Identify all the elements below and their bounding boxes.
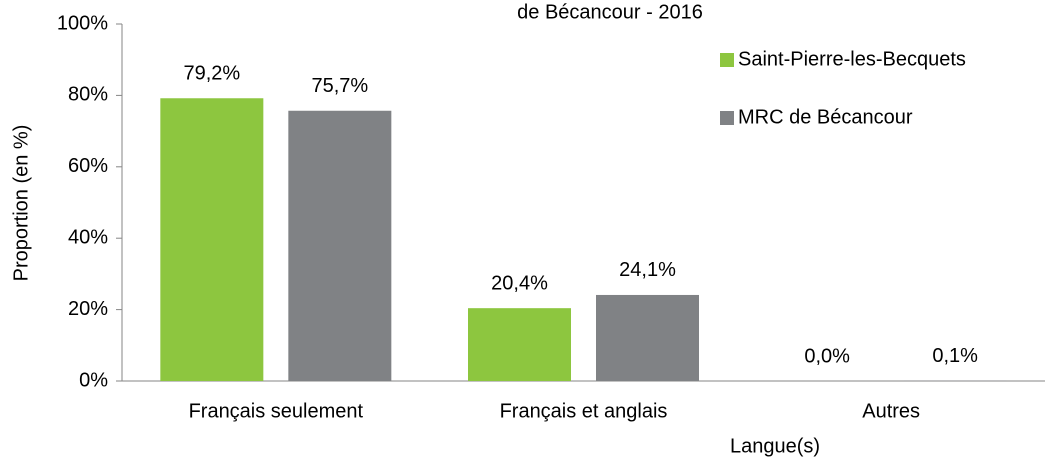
y-tick-label: 80% bbox=[68, 84, 108, 106]
x-axis-title: Langue(s) bbox=[730, 435, 820, 457]
y-tick-label: 100% bbox=[57, 12, 108, 34]
value-label: 20,4% bbox=[491, 272, 548, 294]
value-label: 79,2% bbox=[183, 63, 240, 85]
chart-title: de Bécancour - 2016 bbox=[517, 1, 703, 23]
value-label: 0,0% bbox=[804, 345, 850, 367]
y-tick-label: 40% bbox=[68, 226, 108, 248]
legend-label: Saint-Pierre-les-Becquets bbox=[738, 48, 966, 70]
value-label: 0,1% bbox=[932, 345, 978, 367]
value-label: 75,7% bbox=[311, 75, 368, 97]
x-tick-label: Français et anglais bbox=[500, 400, 668, 422]
legend-swatch bbox=[720, 53, 734, 67]
bar bbox=[596, 295, 699, 381]
legend-swatch bbox=[720, 111, 734, 125]
y-tick-label: 20% bbox=[68, 298, 108, 320]
y-tick-label: 60% bbox=[68, 155, 108, 177]
y-tick-label: 0% bbox=[79, 369, 108, 391]
legend-label: MRC de Bécancour bbox=[738, 106, 913, 128]
x-tick-label: Français seulement bbox=[189, 400, 364, 422]
bar bbox=[160, 98, 263, 381]
y-axis-title: Proportion (en %) bbox=[10, 125, 32, 282]
x-tick-label: Autres bbox=[862, 400, 920, 422]
value-label: 24,1% bbox=[619, 259, 676, 281]
bar bbox=[288, 111, 391, 381]
bar bbox=[468, 308, 571, 381]
